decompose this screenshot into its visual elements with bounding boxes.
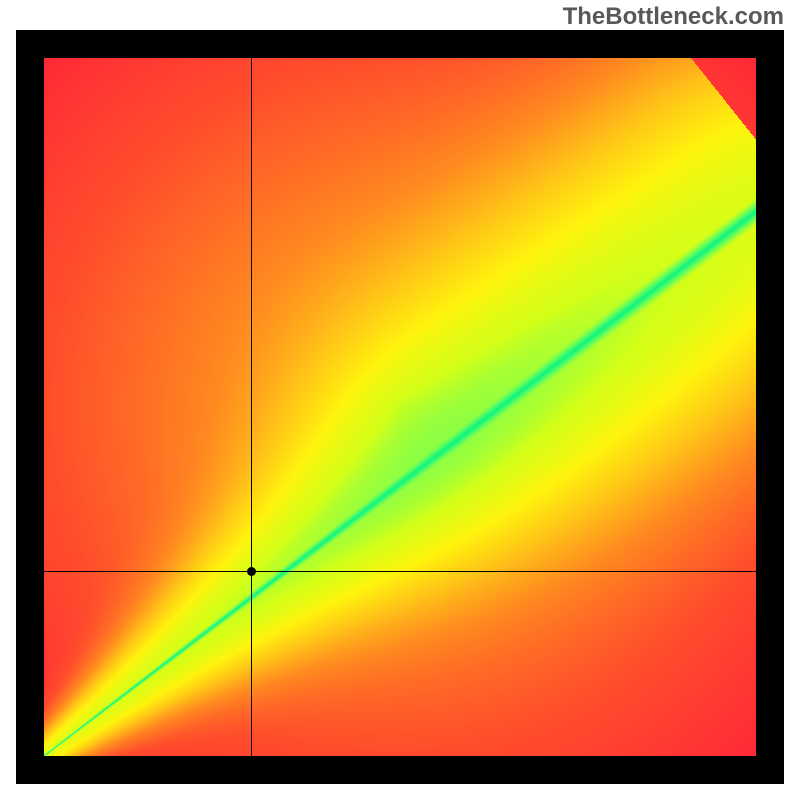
crosshair-vertical	[251, 58, 252, 756]
marker-dot	[247, 567, 256, 576]
heatmap-canvas	[44, 58, 756, 756]
root: TheBottleneck.com	[0, 0, 800, 800]
crosshair-horizontal	[44, 571, 756, 572]
watermark-text: TheBottleneck.com	[563, 3, 784, 31]
chart-frame	[16, 30, 784, 784]
